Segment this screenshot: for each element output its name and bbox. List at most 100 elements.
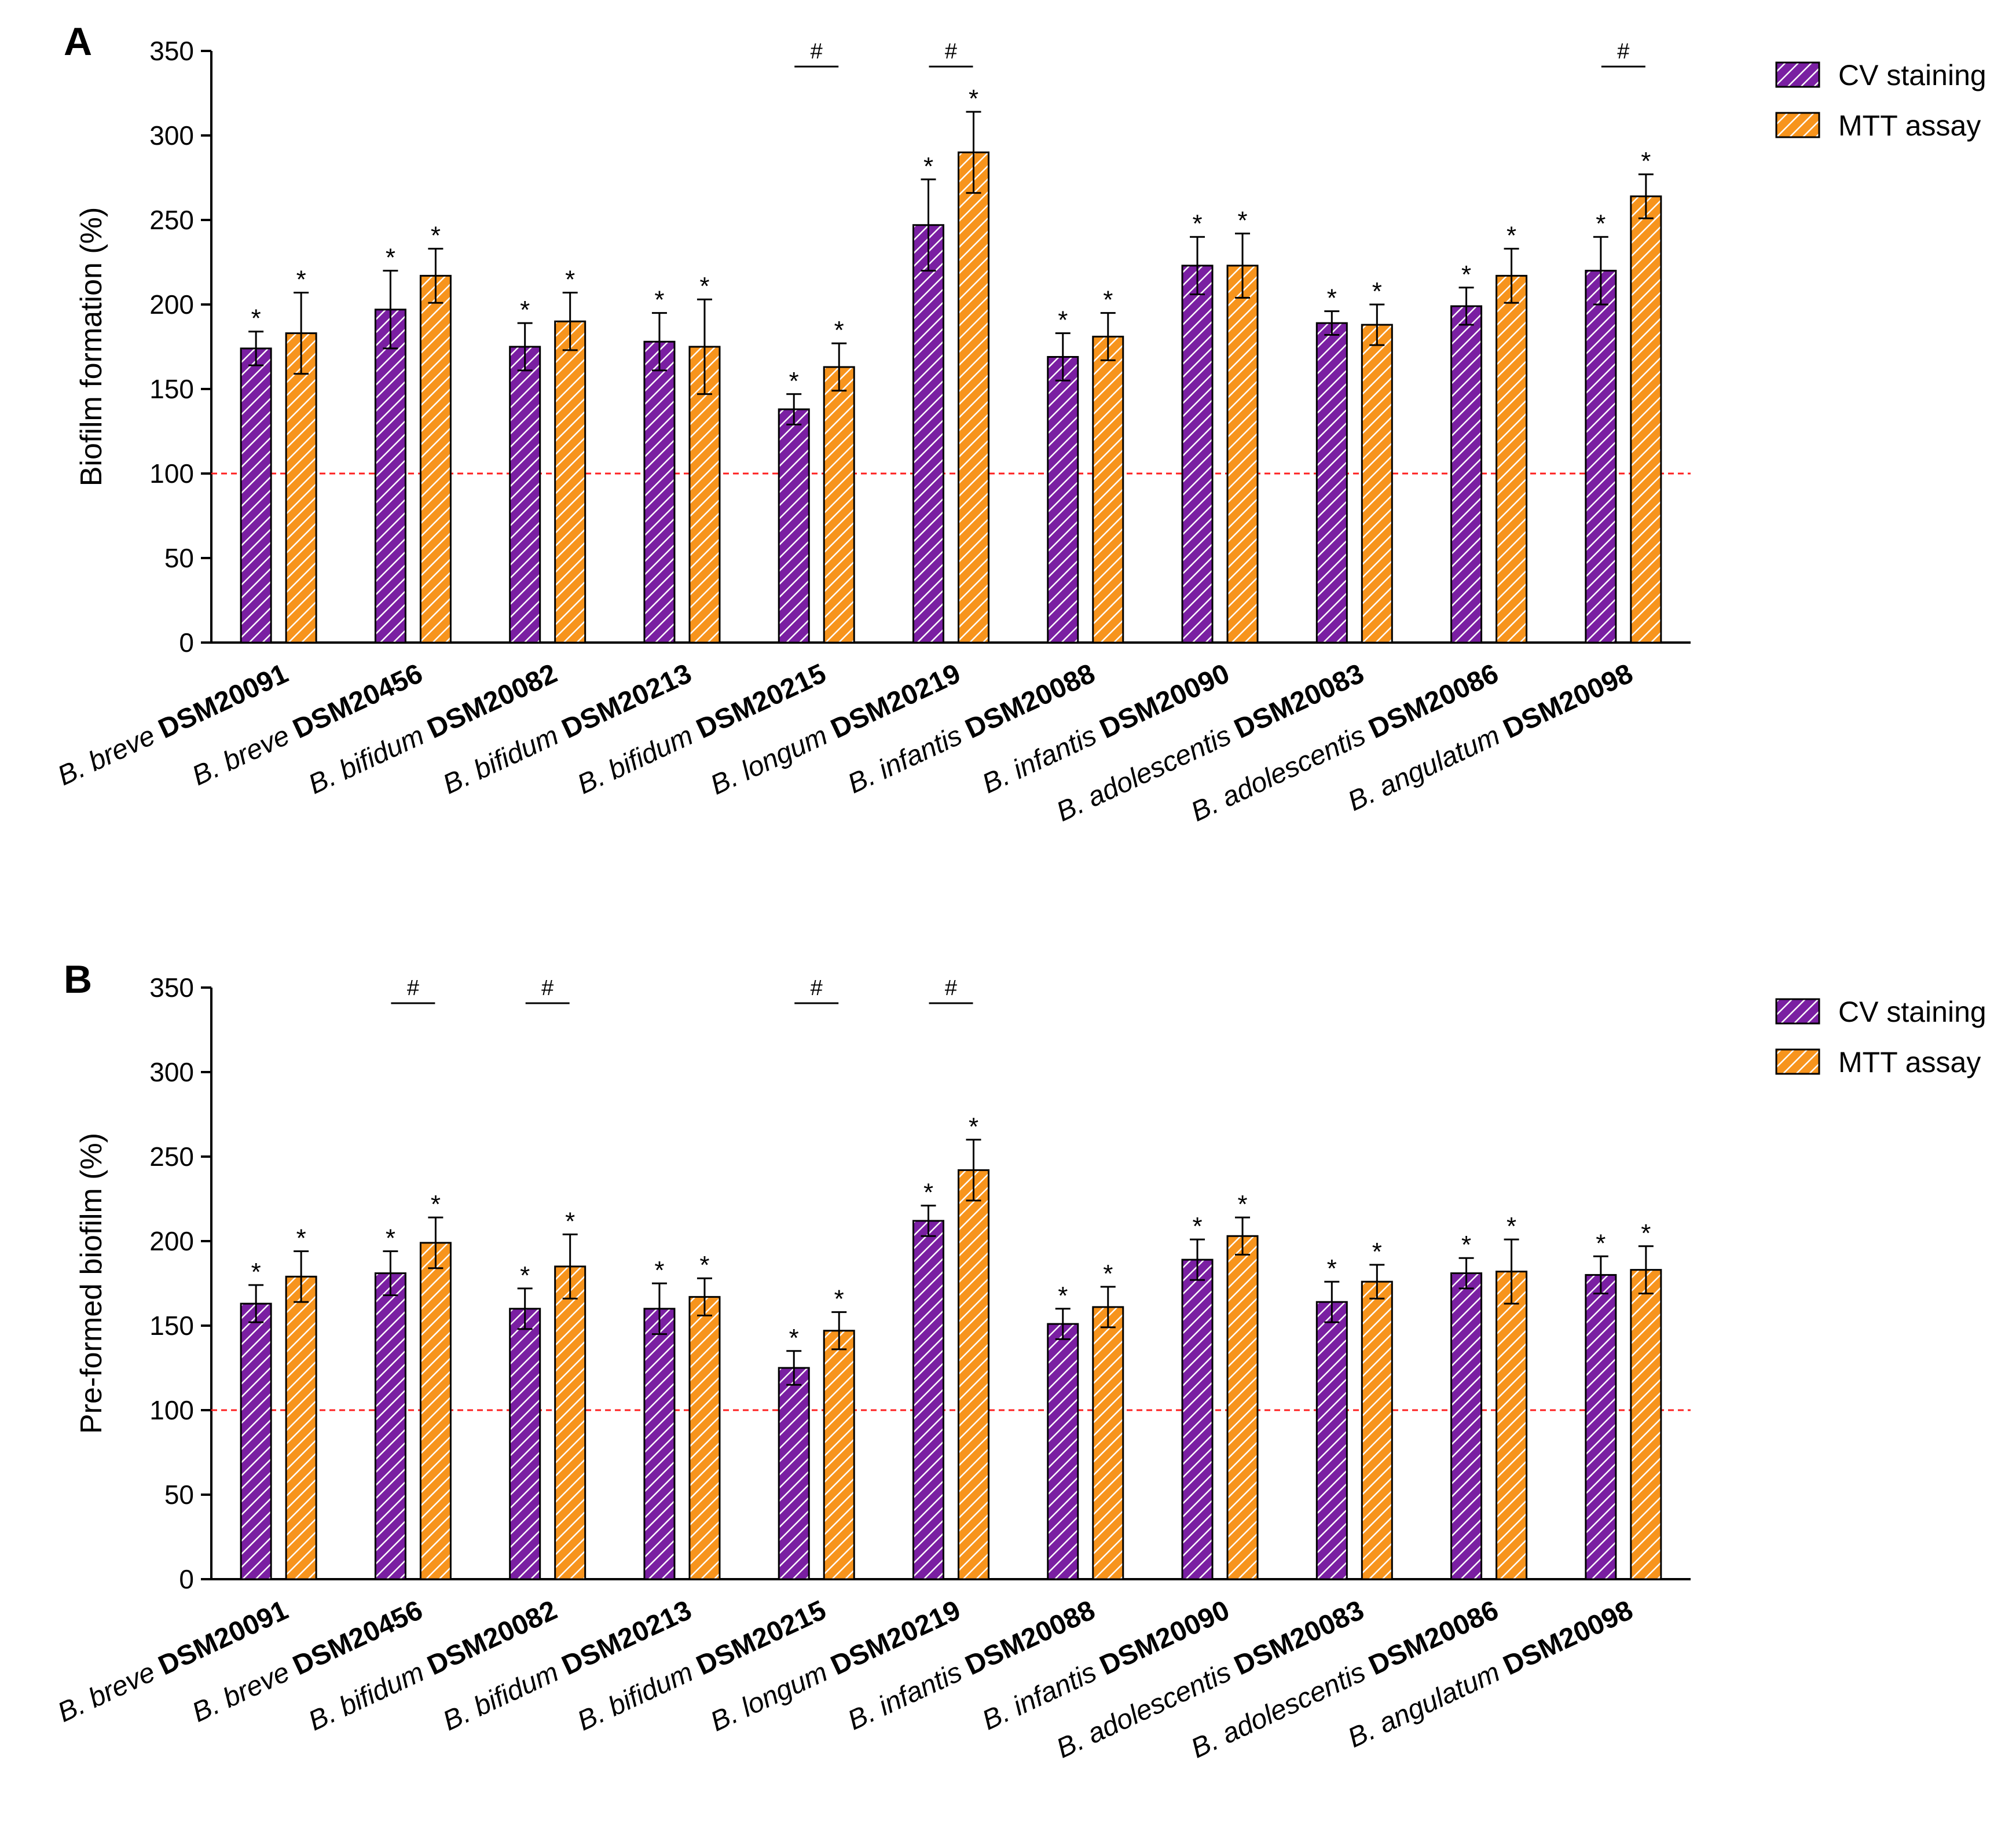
bar-cv (509, 346, 541, 644)
bar-mtt (1092, 1306, 1124, 1580)
bar-cv (1585, 1274, 1617, 1580)
significance-star: * (565, 266, 575, 294)
y-tick-label: 350 (149, 36, 194, 66)
bar-cv (912, 1220, 944, 1580)
legend-label: CV staining (1838, 59, 1986, 91)
y-tick-label: 250 (149, 205, 194, 235)
significance-star: * (520, 296, 530, 324)
bar-cv (1315, 1301, 1348, 1580)
y-tick-label: 0 (179, 1564, 194, 1594)
significance-star: * (834, 316, 844, 344)
legend-label: MTT assay (1838, 1046, 1981, 1078)
y-tick-label: 200 (149, 1226, 194, 1256)
bar-mtt (688, 1296, 721, 1580)
significance-star: * (1461, 1231, 1471, 1259)
significance-star: * (296, 1224, 306, 1253)
x-category-label: B. longum DSM20219 (706, 1595, 965, 1737)
significance-star: * (1506, 222, 1516, 250)
significance-star: * (654, 286, 664, 314)
significance-star: * (969, 85, 978, 113)
legend-swatch-mtt (1775, 112, 1820, 138)
species-name: B. breve (188, 720, 294, 792)
significance-star: * (1058, 1282, 1068, 1310)
x-category-label: B. bifidum DSM20215 (573, 1595, 831, 1737)
bar-cv (1585, 270, 1617, 644)
species-name: B. breve (53, 720, 160, 792)
panel-letter: B (64, 957, 92, 1001)
significance-star: * (1103, 1260, 1113, 1288)
bar-mtt (688, 346, 721, 644)
significance-star: * (1596, 210, 1606, 238)
significance-star: * (431, 1190, 441, 1219)
strain-id: DSM20098 (1498, 1595, 1637, 1682)
bar-mtt (1630, 195, 1662, 644)
significance-star: * (1372, 277, 1382, 306)
y-tick-label: 100 (149, 1395, 194, 1425)
bar-mtt (419, 1242, 452, 1580)
significance-star: * (431, 222, 441, 250)
bar-cv (509, 1308, 541, 1580)
bar-mtt (1092, 335, 1124, 644)
bar-cv (1047, 356, 1079, 644)
species-name: B. breve (188, 1657, 294, 1729)
x-category-label: B. breve DSM20091 (53, 658, 293, 792)
significance-star: * (1058, 306, 1068, 335)
species-name: B. breve (53, 1657, 160, 1729)
bar-mtt (823, 1330, 855, 1580)
bar-cv (912, 224, 944, 644)
bar-mtt (1630, 1269, 1662, 1580)
x-category-label: B. bifidum DSM20082 (304, 1595, 562, 1737)
significance-star: * (1641, 1219, 1651, 1247)
bar-cv (374, 309, 406, 644)
hash-mark: # (407, 976, 419, 1000)
legend-label: CV staining (1838, 996, 1986, 1028)
bar-cv (374, 1272, 406, 1580)
significance-star: * (699, 1251, 709, 1279)
significance-star: * (386, 244, 395, 272)
bar-mtt (554, 320, 587, 644)
significance-star: * (923, 1179, 933, 1207)
bar-cv (240, 1302, 272, 1580)
significance-star: * (1237, 1190, 1247, 1219)
y-tick-label: 50 (164, 543, 194, 573)
bar-mtt (1495, 274, 1528, 644)
significance-star: * (1192, 210, 1202, 238)
bar-mtt (419, 274, 452, 644)
strain-id: DSM20098 (1498, 658, 1637, 745)
significance-star: * (1103, 286, 1113, 314)
significance-star: * (1641, 147, 1651, 175)
significance-star: * (654, 1256, 664, 1285)
y-tick-label: 250 (149, 1142, 194, 1172)
bar-cv (240, 347, 272, 644)
x-category-label: B. breve DSM20091 (53, 1595, 293, 1729)
bar-mtt (823, 366, 855, 644)
bar-mtt (1226, 1235, 1259, 1580)
significance-star: * (923, 152, 933, 181)
significance-star: * (251, 1258, 261, 1286)
significance-star: * (251, 304, 261, 333)
y-tick-label: 300 (149, 1057, 194, 1087)
legend-label: MTT assay (1838, 109, 1981, 142)
x-category-label: B. bifidum DSM20213 (438, 1595, 697, 1737)
significance-star: * (834, 1285, 844, 1313)
bar-cv (1450, 305, 1483, 644)
legend-swatch-cv (1775, 61, 1820, 88)
bar-cv (778, 1367, 810, 1580)
hash-mark: # (945, 976, 957, 1000)
bar-cv (643, 340, 676, 644)
bar-mtt (1495, 1271, 1528, 1580)
legend-swatch-cv (1775, 998, 1820, 1025)
significance-star: * (296, 266, 306, 294)
y-tick-label: 200 (149, 289, 194, 320)
bar-mtt (285, 1275, 317, 1580)
significance-star: * (520, 1261, 530, 1290)
bar-mtt (1361, 324, 1393, 644)
significance-star: * (386, 1224, 395, 1253)
significance-star: * (1461, 260, 1471, 289)
y-tick-label: 150 (149, 1311, 194, 1341)
x-category-label: B. bifidum DSM20213 (438, 658, 697, 800)
significance-star: * (969, 1113, 978, 1141)
significance-star: * (1192, 1212, 1202, 1241)
y-tick-label: 0 (179, 628, 194, 658)
